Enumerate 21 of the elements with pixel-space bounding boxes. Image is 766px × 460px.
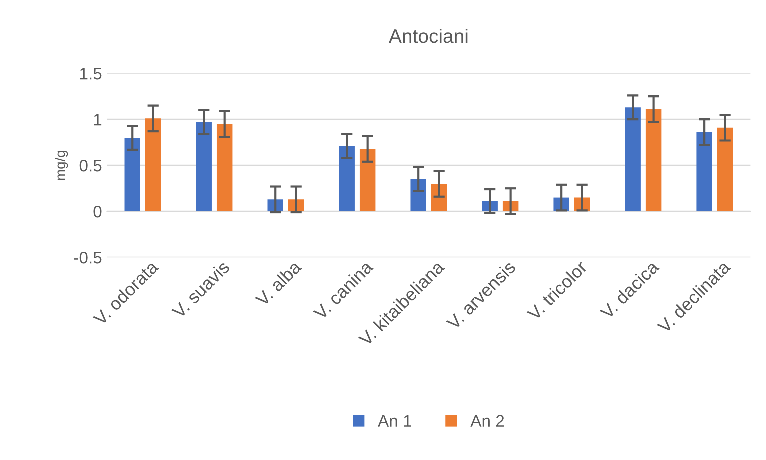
legend-label: An 2: [470, 415, 504, 427]
bar: [717, 128, 734, 212]
legend-label: An 1: [378, 415, 412, 427]
bar: [145, 118, 162, 212]
bar: [625, 108, 641, 212]
y-tick-label: 0: [94, 206, 102, 218]
y-tick-label: 1: [94, 114, 102, 126]
bar: [124, 138, 140, 212]
bar: [216, 124, 233, 212]
y-axis-title: mg/g: [55, 151, 68, 180]
bar: [360, 149, 376, 212]
bar: [339, 146, 355, 212]
chart-title: Antociani: [389, 28, 468, 44]
bar: [410, 179, 426, 212]
y-tick-label: 0.5: [80, 160, 102, 172]
bar: [196, 122, 212, 212]
y-tick-label: 1.5: [80, 68, 102, 80]
bar: [696, 132, 712, 212]
x-tick-label: V. alba: [254, 259, 302, 308]
bar: [646, 109, 662, 212]
y-tick-label: -0.5: [74, 252, 102, 264]
